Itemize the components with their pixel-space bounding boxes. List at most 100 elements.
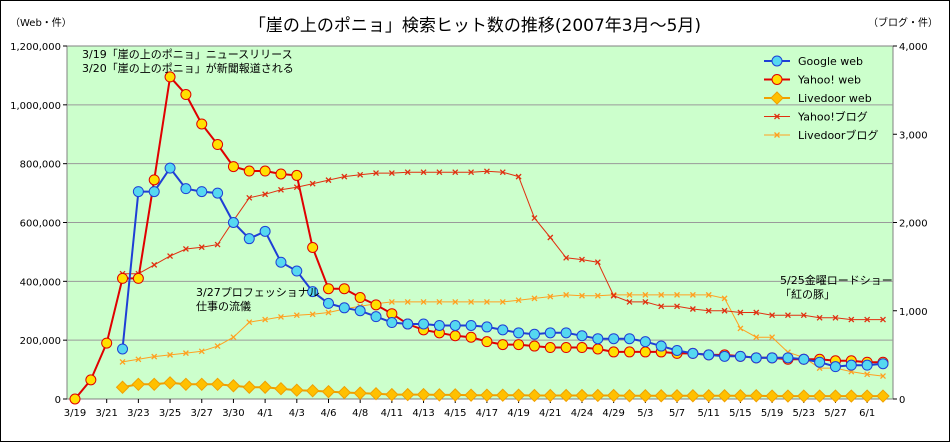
left-tick-label: 1,000,000 — [10, 101, 61, 112]
data-point — [750, 352, 762, 364]
legend-marker — [774, 113, 780, 120]
x-tick-label: 3/27 — [191, 408, 213, 419]
data-point — [814, 356, 826, 368]
data-point — [513, 339, 525, 351]
data-point — [388, 298, 395, 305]
data-point — [151, 353, 158, 360]
data-point — [594, 292, 601, 299]
data-point — [180, 183, 192, 195]
data-point — [766, 352, 778, 364]
data-point — [798, 353, 810, 365]
data-point — [753, 334, 760, 341]
data-point — [864, 316, 871, 323]
data-point — [606, 388, 621, 403]
data-point — [325, 177, 332, 184]
data-point — [544, 327, 556, 339]
data-point — [511, 388, 526, 402]
x-tick-label: 5/27 — [824, 408, 846, 419]
data-point — [164, 71, 176, 83]
data-point — [828, 389, 843, 403]
data-point — [480, 388, 494, 402]
data-point — [357, 171, 364, 178]
right-tick-label: 0 — [899, 395, 905, 406]
annotation-line: 3/27プロフェッショナル — [196, 286, 320, 299]
right-tick-label: 3,000 — [899, 130, 928, 141]
data-point — [164, 162, 176, 174]
data-point — [246, 319, 253, 326]
data-point — [670, 389, 684, 403]
x-tick-label: 5/19 — [761, 408, 783, 419]
data-point — [861, 359, 873, 371]
data-point — [148, 186, 160, 198]
data-point — [198, 348, 205, 355]
data-point — [338, 283, 350, 295]
data-point — [497, 339, 509, 351]
data-point — [212, 187, 224, 199]
data-point — [402, 318, 414, 330]
data-point — [433, 319, 445, 331]
data-point — [719, 350, 731, 362]
data-point — [497, 324, 509, 336]
data-point — [214, 343, 221, 350]
data-point — [246, 194, 253, 201]
data-point — [737, 325, 744, 332]
data-point — [496, 388, 510, 402]
data-point — [686, 389, 700, 403]
data-point — [829, 361, 841, 373]
data-point — [784, 312, 791, 319]
legend-item: Livedoor web — [764, 91, 872, 105]
data-point — [624, 346, 636, 358]
data-point — [262, 191, 269, 198]
left-axis-unit: （Web・件） — [10, 17, 72, 29]
data-point — [563, 254, 570, 261]
data-point — [275, 256, 287, 268]
x-tick-label: 6/1 — [859, 408, 875, 419]
data-point — [179, 377, 193, 391]
x-tick-label: 3/30 — [222, 408, 244, 419]
data-point — [674, 303, 680, 310]
x-tick-label: 4/19 — [507, 408, 529, 419]
data-point — [499, 298, 506, 305]
data-point — [101, 337, 113, 349]
data-point — [258, 380, 272, 394]
data-point — [195, 377, 209, 391]
data-point — [721, 307, 728, 314]
legend-label: Livedoorブログ — [798, 128, 878, 142]
data-point — [654, 389, 668, 403]
data-point — [689, 306, 696, 312]
data-point — [721, 295, 728, 302]
annotation-roadshow: 5/25金曜ロードショー 「紅の豚」 — [780, 273, 893, 301]
data-point — [515, 297, 522, 304]
data-point — [655, 340, 667, 352]
data-point — [848, 316, 855, 323]
left-tick-label: 400,000 — [20, 277, 61, 288]
annotation-professional: 3/27プロフェッショナル 仕事の流儀 — [196, 286, 320, 313]
data-point — [321, 384, 336, 399]
annotation-line: 3/20「崖の上のポニョ」が新聞報道される — [82, 61, 294, 75]
left-tick-label: 1,200,000 — [10, 42, 61, 53]
data-point — [592, 333, 604, 345]
x-tick-label: 5/7 — [669, 408, 685, 419]
data-point — [147, 377, 161, 391]
data-point — [132, 186, 144, 198]
x-tick-label: 5/15 — [729, 408, 751, 419]
data-point — [385, 387, 399, 402]
data-point — [180, 89, 192, 101]
data-point — [448, 388, 462, 402]
data-point — [769, 334, 776, 341]
data-point — [622, 389, 637, 403]
data-point — [290, 383, 304, 397]
data-point — [483, 298, 490, 305]
data-point — [167, 351, 174, 358]
legend-item: Google web — [764, 55, 863, 68]
data-point — [322, 297, 334, 309]
legend-item: Livedoorブログ — [764, 128, 878, 142]
data-point — [436, 169, 443, 176]
data-point — [400, 387, 415, 402]
data-point — [115, 380, 130, 394]
right-tick-label: 2,000 — [899, 219, 928, 230]
data-point — [782, 352, 794, 364]
data-point — [373, 170, 379, 177]
data-point — [338, 302, 350, 314]
